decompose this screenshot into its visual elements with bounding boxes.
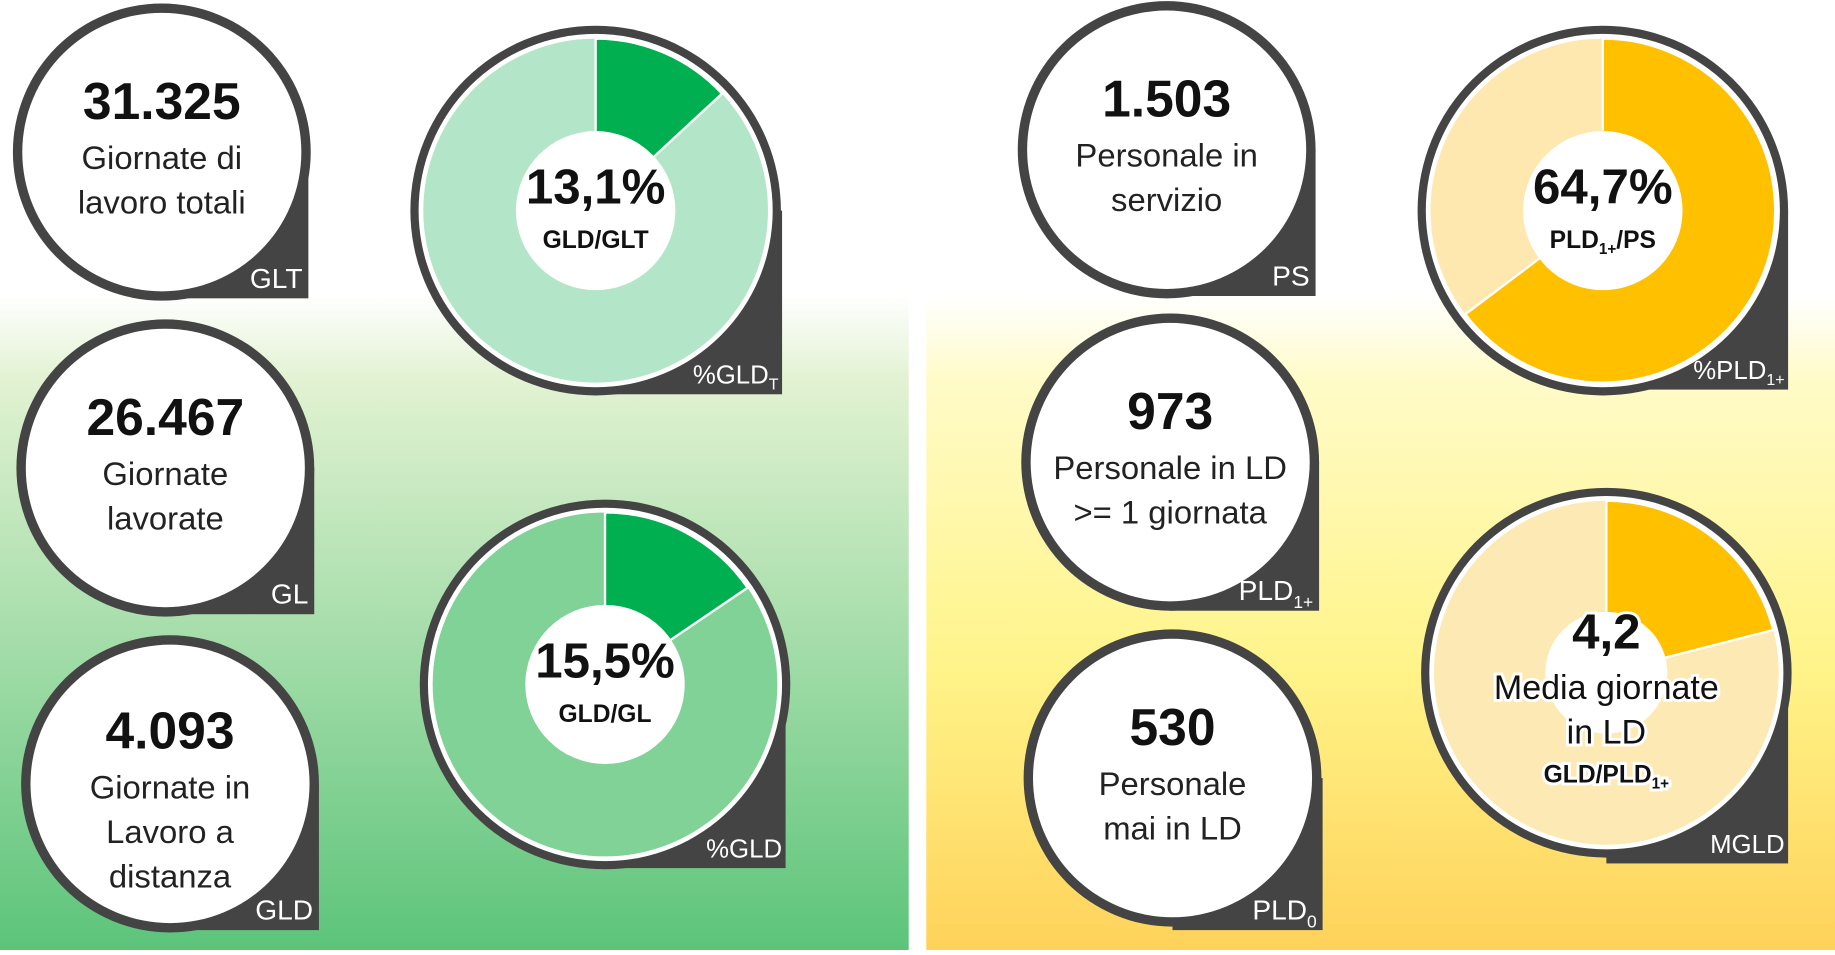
donut-label: in LD [1567, 714, 1646, 752]
card-label: lavoro totali [78, 183, 246, 220]
card-tag-main: PS [1272, 261, 1310, 292]
card-value: 31.325 [83, 72, 241, 130]
card-label: Lavoro a [106, 813, 234, 850]
card-label: >= 1 giornata [1073, 493, 1267, 530]
donut-ratio-main: GLD/GLT [543, 227, 649, 254]
card-tag: GLT [250, 263, 303, 294]
card-tag-main: GLT [250, 263, 303, 294]
donut-tag: MGLD [1710, 831, 1784, 859]
donut-hole [515, 131, 676, 291]
donut-tag-sub: T [769, 376, 779, 393]
donut-ratio-main: GLD/PLD [1544, 761, 1652, 788]
card-label: Giornate di [82, 139, 243, 176]
donut-ratio: GLD/PLD1+ [1544, 761, 1669, 792]
donut-ratio-main: PLD [1550, 227, 1599, 254]
donut-ratio: GLD/GLT [543, 227, 649, 254]
donut-tag-sub: 1+ [1766, 372, 1784, 389]
donut-hole [525, 604, 685, 764]
donut-hole [1545, 611, 1668, 734]
donut-label: Media giornate [1494, 669, 1719, 707]
card-label: Giornate [102, 455, 228, 492]
donut-ratio: PLD1+/PS [1550, 227, 1656, 258]
card-label: Giornate in [90, 768, 251, 805]
card-tag-main: GLD [255, 895, 313, 926]
donut-tag-main: %GLD [693, 362, 769, 390]
donut-ratio-after: /PS [1616, 227, 1656, 254]
donut-hole [1523, 131, 1683, 291]
card-label: Personale in LD [1053, 449, 1287, 486]
card-face [1032, 638, 1313, 918]
donut-value: 4,2 [1572, 604, 1640, 659]
donut-tag: %GLDT [693, 362, 779, 394]
donut-tag: %PLD1+ [1693, 357, 1784, 389]
card-label: lavorate [107, 499, 224, 536]
card-label: Personale in [1075, 137, 1257, 174]
donut-tag-main: %PLD [1693, 357, 1766, 385]
donut-tag-main: MGLD [1710, 831, 1784, 859]
donut-ratio-sub: 1+ [1652, 775, 1669, 792]
card-face [30, 644, 310, 924]
donut-value: 64,7% [1533, 160, 1673, 215]
card-tag-main: PLD [1239, 576, 1294, 607]
card-label: distanza [109, 857, 232, 894]
card-value: 26.467 [86, 388, 244, 446]
card-label: mai in LD [1103, 809, 1242, 846]
donut-tag: %GLD [706, 835, 782, 863]
card-face [22, 12, 302, 292]
card-tag-main: PLD [1252, 895, 1307, 926]
donut-value: 15,5% [535, 634, 675, 689]
card-tag: PLD1+ [1239, 576, 1314, 612]
card-tag-sub: 0 [1307, 911, 1317, 931]
card-value: 530 [1130, 698, 1216, 756]
card-tag: GL [271, 579, 309, 610]
card-tag: PS [1272, 261, 1310, 292]
donut-ratio: GLD/GL [559, 700, 652, 727]
card-tag-main: GL [271, 579, 309, 610]
card-value: 973 [1127, 382, 1213, 440]
card-tag: PLD0 [1252, 895, 1316, 931]
card-value: 1.503 [1102, 70, 1231, 128]
donut-tag-main: %GLD [706, 835, 782, 863]
card-label: servizio [1111, 181, 1222, 218]
card-face [25, 328, 305, 608]
card-face [1030, 322, 1310, 602]
card-label: Personale [1099, 765, 1247, 802]
card-face [1027, 10, 1307, 289]
card-value: 4.093 [105, 701, 234, 759]
donut-value: 13,1% [526, 160, 666, 215]
card-tag: GLD [255, 895, 313, 926]
donut-ratio-sub: 1+ [1599, 241, 1616, 258]
donut-ratio-main: GLD/GL [559, 700, 652, 727]
card-tag-sub: 1+ [1293, 592, 1313, 612]
